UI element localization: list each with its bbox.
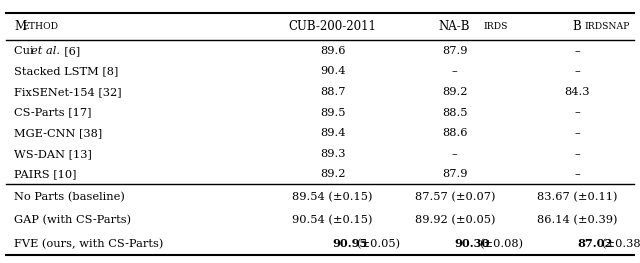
Text: 86.14 (±0.39): 86.14 (±0.39) <box>537 215 618 225</box>
Text: –: – <box>574 46 580 56</box>
Text: 83.67 (±0.11): 83.67 (±0.11) <box>537 191 618 202</box>
Text: 87.02: 87.02 <box>577 238 612 249</box>
Text: –: – <box>574 108 580 118</box>
Text: –: – <box>574 169 580 179</box>
Text: Cui: Cui <box>14 46 37 56</box>
Text: 89.2: 89.2 <box>320 169 346 179</box>
Text: (±0.08): (±0.08) <box>479 239 523 249</box>
Text: FVE (ours, with CS-Parts): FVE (ours, with CS-Parts) <box>14 239 163 249</box>
Text: 88.7: 88.7 <box>320 87 346 97</box>
Text: et al.: et al. <box>31 46 60 56</box>
Text: CUB-200-2011: CUB-200-2011 <box>289 20 376 33</box>
Text: 88.5: 88.5 <box>442 108 468 118</box>
Text: 88.6: 88.6 <box>442 128 468 138</box>
Text: MGE-CNN [38]: MGE-CNN [38] <box>14 128 102 138</box>
Text: (±0.38): (±0.38) <box>601 239 640 249</box>
Text: [6]: [6] <box>56 46 80 56</box>
Text: –: – <box>452 149 458 159</box>
Text: CS-Parts [17]: CS-Parts [17] <box>14 108 92 118</box>
Text: 87.9: 87.9 <box>442 46 468 56</box>
Text: (±0.05): (±0.05) <box>356 239 401 249</box>
Text: 89.92 (±0.05): 89.92 (±0.05) <box>415 215 495 225</box>
Text: 87.57 (±0.07): 87.57 (±0.07) <box>415 191 495 202</box>
Text: PAIRS [10]: PAIRS [10] <box>14 169 76 179</box>
Text: –: – <box>574 128 580 138</box>
Text: 90.54 (±0.15): 90.54 (±0.15) <box>292 215 372 225</box>
Text: 89.6: 89.6 <box>320 46 346 56</box>
Text: –: – <box>452 66 458 76</box>
Text: 90.30: 90.30 <box>455 238 490 249</box>
Text: M: M <box>14 20 26 33</box>
Text: B: B <box>572 20 581 33</box>
Text: No Parts (baseline): No Parts (baseline) <box>14 191 125 202</box>
Text: 90.95: 90.95 <box>333 238 368 249</box>
Text: GAP (with CS-Parts): GAP (with CS-Parts) <box>14 215 131 225</box>
Text: IRDS: IRDS <box>484 22 508 31</box>
Text: ETHOD: ETHOD <box>22 22 58 31</box>
Text: –: – <box>574 66 580 76</box>
Text: IRDSNAP: IRDSNAP <box>584 22 629 31</box>
Text: 89.5: 89.5 <box>320 108 346 118</box>
Text: –: – <box>574 149 580 159</box>
Text: 89.3: 89.3 <box>320 149 346 159</box>
Text: FixSENet-154 [32]: FixSENet-154 [32] <box>14 87 122 97</box>
Text: 89.2: 89.2 <box>442 87 468 97</box>
Text: 89.54 (±0.15): 89.54 (±0.15) <box>292 191 372 202</box>
Text: 84.3: 84.3 <box>564 87 590 97</box>
Text: WS-DAN [13]: WS-DAN [13] <box>14 149 92 159</box>
Text: NA-B: NA-B <box>438 20 470 33</box>
Text: Stacked LSTM [8]: Stacked LSTM [8] <box>14 66 118 76</box>
Text: 89.4: 89.4 <box>320 128 346 138</box>
Text: 90.4: 90.4 <box>320 66 346 76</box>
Text: 87.9: 87.9 <box>442 169 468 179</box>
